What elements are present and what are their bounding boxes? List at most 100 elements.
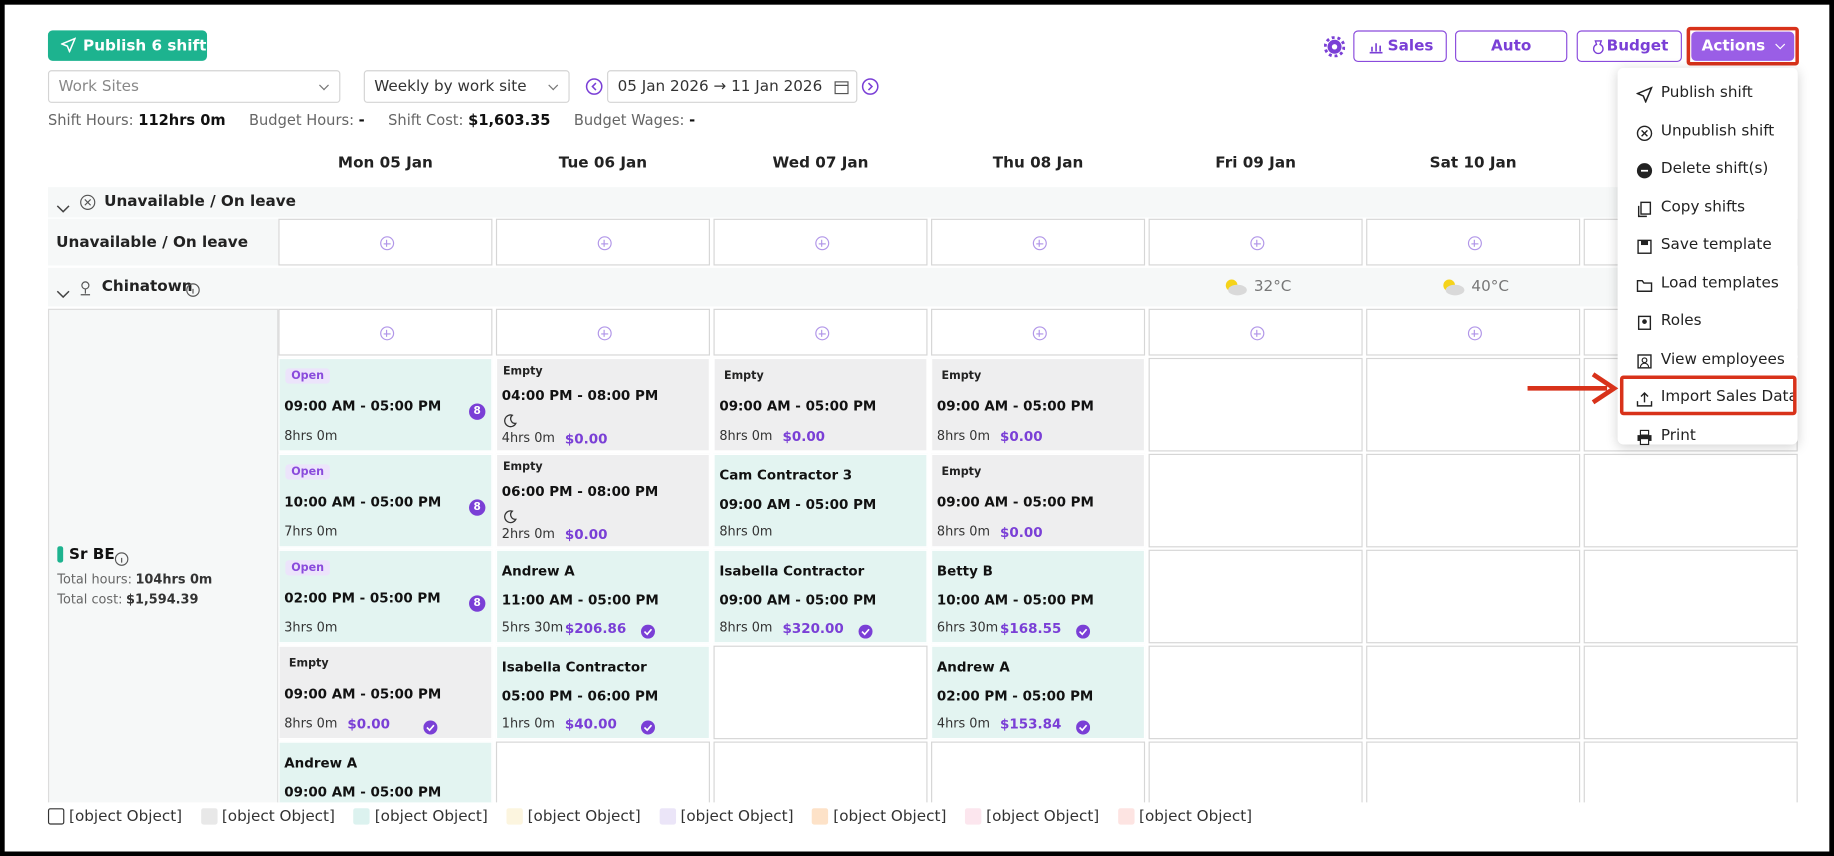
summary-item: Shift Hours: 112hrs 0m [48, 111, 226, 132]
employee-name: Andrew A [936, 658, 1010, 675]
shift-cell[interactable] [1148, 549, 1363, 644]
shift-card[interactable]: Open 09:00 AM - 05:00 PM 8hrs 0m 8 [278, 357, 493, 452]
add-shift-cell[interactable] [713, 218, 928, 266]
shift-cell[interactable] [1366, 357, 1581, 452]
settings-icon[interactable] [1324, 36, 1346, 58]
shift-card[interactable]: Empty 09:00 AM - 05:00 PM 8hrs 0m $0.00 [931, 453, 1146, 548]
shift-cell[interactable] [1366, 741, 1581, 803]
actions-button[interactable]: Actions [1691, 31, 1795, 61]
add-shift-cell[interactable] [1366, 308, 1581, 356]
legend-label: [object Object] [527, 807, 641, 826]
shift-cost: $0.00 [1000, 428, 1043, 445]
employee-name: Cam Contractor 3 [719, 466, 853, 484]
shift-card[interactable]: Empty 09:00 AM - 05:00 PM 8hrs 0m $0.00 [931, 357, 1146, 452]
role-column [47, 308, 279, 803]
confirmed-icon [1076, 621, 1091, 639]
shift-duration: 8hrs 0m [936, 523, 991, 540]
add-icon [814, 236, 829, 251]
menu-label: Save template [1660, 236, 1772, 254]
shift-cell[interactable] [1583, 741, 1798, 803]
menu-item[interactable]: Print [1620, 419, 1795, 452]
add-shift-cell[interactable] [931, 308, 1146, 356]
menu-item[interactable]: View employees [1620, 343, 1795, 376]
menu-item[interactable]: Import Sales Data [1620, 381, 1798, 414]
menu-item[interactable]: Load templates [1620, 267, 1795, 300]
legend-swatch[interactable] [47, 808, 65, 825]
add-shift-cell[interactable] [1366, 218, 1581, 266]
shift-cell[interactable] [931, 741, 1146, 803]
prev-week[interactable] [585, 77, 604, 96]
add-icon [597, 326, 612, 341]
menu-item[interactable]: Save template [1620, 229, 1795, 262]
shift-card[interactable]: Empty 09:00 AM - 05:00 PM 8hrs 0m $0.00 [713, 357, 928, 452]
menu-label: Load templates [1660, 274, 1779, 292]
add-icon [1032, 326, 1047, 341]
shift-cost: $0.00 [782, 428, 826, 445]
shift-card[interactable]: Empty 06:00 PM - 08:00 PM 2hrs 0m $0.00 [495, 453, 710, 548]
employee-name: Isabella Contractor [719, 562, 865, 579]
shift-card[interactable]: Open 02:00 PM - 05:00 PM 3hrs 0m 8 [278, 549, 493, 644]
sales-button[interactable]: Sales [1353, 30, 1447, 62]
legend-label: [object Object] [986, 807, 1100, 826]
shift-cell[interactable] [1366, 645, 1581, 740]
add-shift-cell[interactable] [931, 218, 1146, 266]
shift-cell[interactable] [1366, 453, 1581, 548]
add-shift-cell[interactable] [1148, 308, 1363, 356]
shift-duration: 8hrs 0m [284, 428, 338, 444]
date-range[interactable]: 05 Jan 2026 → 11 Jan 2026 [607, 70, 858, 103]
shift-cell[interactable] [1148, 357, 1363, 452]
shift-cell[interactable] [713, 645, 928, 740]
view-select[interactable]: Weekly by work site [363, 70, 570, 103]
summary-label: Shift Cost: [388, 111, 464, 129]
menu-label: View employees [1660, 350, 1785, 368]
legend-label: [object Object] [833, 807, 947, 826]
shift-cell[interactable] [1583, 549, 1798, 644]
shift-cell[interactable] [495, 741, 710, 803]
shift-duration: 7hrs 0m [284, 523, 338, 540]
menu-item[interactable]: Unpublish shift [1620, 115, 1795, 148]
menu-item[interactable]: Delete shift(s) [1620, 153, 1795, 186]
shift-cell[interactable] [1148, 741, 1363, 803]
shift-time: 02:00 PM - 05:00 PM [284, 589, 441, 606]
role-stat: Total cost: $1,594.39 [57, 592, 198, 607]
group-title: Unavailable / On leave [104, 192, 296, 211]
shift-cell[interactable] [1148, 645, 1363, 740]
shift-cell[interactable] [1366, 549, 1581, 644]
shift-cell[interactable] [1583, 645, 1798, 740]
add-shift-cell[interactable] [495, 308, 710, 356]
summary-label: Budget Wages: [573, 111, 685, 129]
add-shift-cell[interactable] [278, 218, 493, 266]
shift-duration: 8hrs 0m [719, 523, 773, 540]
empty-tag: Empty [288, 657, 329, 671]
shift-card[interactable]: Andrew A 09:00 AM - 05:00 PM [278, 741, 493, 803]
next-week[interactable] [861, 77, 880, 96]
work-sites-select[interactable]: Work Sites [47, 70, 341, 103]
summary-value: $1,603.35 [468, 111, 551, 129]
shift-card[interactable]: Empty 04:00 PM - 08:00 PM 4hrs 0m $0.00 [495, 357, 710, 452]
shift-card[interactable]: Empty 09:00 AM - 05:00 PM 8hrs 0m $0.00 [278, 645, 493, 740]
add-shift-cell[interactable] [278, 308, 493, 356]
menu-item[interactable]: Publish shift [1620, 77, 1795, 110]
shift-card[interactable]: Andrew A 11:00 AM - 05:00 PM 5hrs 30m $206.… [495, 549, 710, 644]
legend-swatch [659, 808, 676, 825]
shift-card[interactable]: Cam Contractor 3 09:00 AM - 05:00 PM 8hrs … [713, 453, 928, 548]
shift-card[interactable]: Isabella Contractor 09:00 AM - 05:00 PM 8h… [713, 549, 928, 644]
budget-button[interactable]: Budget [1576, 30, 1682, 62]
add-shift-cell[interactable] [495, 218, 710, 266]
shift-cell[interactable] [713, 741, 928, 803]
publish-button[interactable]: Publish 6 shifts [47, 30, 215, 61]
shift-cost: $320.00 [782, 619, 844, 637]
add-shift-cell[interactable] [713, 308, 928, 356]
confirmed-icon [858, 621, 873, 639]
add-shift-cell[interactable] [1148, 218, 1363, 266]
shift-card[interactable]: Open 10:00 AM - 05:00 PM 7hrs 0m 8 [278, 453, 493, 548]
shift-cell[interactable] [1583, 453, 1798, 548]
shift-card[interactable]: Isabella Contractor 05:00 PM - 06:00 PM 1h… [495, 645, 710, 740]
menu-item[interactable]: Roles [1620, 305, 1795, 338]
menu-item[interactable]: Copy shifts [1620, 191, 1795, 224]
info-icon [114, 549, 129, 566]
auto-button[interactable]: Auto [1455, 30, 1568, 62]
shift-cell[interactable] [1148, 453, 1363, 548]
shift-card[interactable]: Andrew A 02:00 PM - 05:00 PM 4hrs 0m $153.8… [931, 645, 1146, 740]
shift-card[interactable]: Betty B 10:00 AM - 05:00 PM 6hrs 30m $168.5… [931, 549, 1146, 644]
